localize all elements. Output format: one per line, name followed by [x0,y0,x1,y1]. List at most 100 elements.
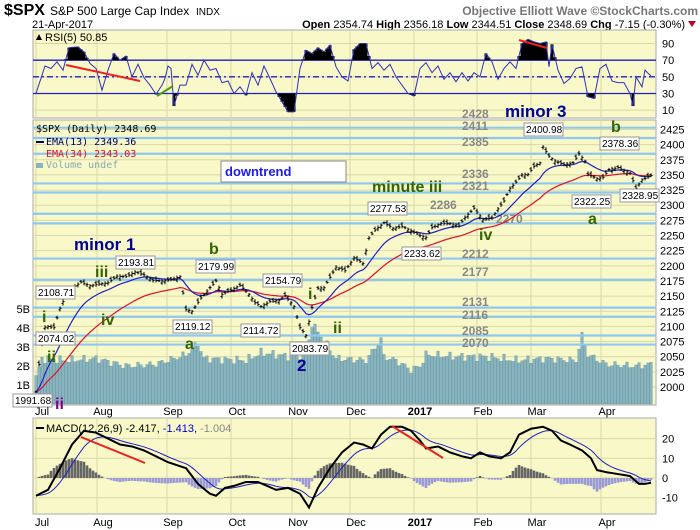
volume-bar [277,354,281,405]
volume-bar [421,362,425,405]
price-bar [172,276,176,281]
price-bar [478,213,482,220]
macd-histogram-bar [247,475,251,478]
volume-bar [523,359,527,405]
volume-tick-label: 5B [17,304,30,316]
price-bar [310,305,314,310]
high-value: 2356.18 [404,19,444,31]
fib-level-label: 2070 [462,336,489,350]
volume-bar [340,361,344,405]
fib-level-label: 2321 [462,179,489,193]
fib-level-label: 2116 [462,308,488,322]
macd-histogram-bar [379,469,383,478]
macd-histogram-bar [64,460,68,478]
price-label: 2114.72 [243,326,279,337]
volume-bar [532,358,536,405]
rsi-overbought-fill [76,46,80,61]
macd-histogram-bar [409,478,413,479]
macd-histogram-bar [142,478,146,482]
volume-bar [121,368,125,405]
macd-histogram-bar [490,478,494,480]
volume-bar [196,346,200,405]
macd-histogram-bar [532,470,536,478]
rsi-overbought-fill [535,42,539,61]
macd-signal-line [35,429,652,499]
price-bar [220,292,224,299]
x-tick-label: Sep [163,406,183,418]
rsi-overbought-fill [352,49,356,61]
volume-bar [505,360,509,405]
rsi-tick-label: 50 [662,72,674,84]
macd-histogram-bar [295,478,299,482]
volume-bar [259,347,263,405]
fib-level-label: 2411 [462,119,488,133]
macd-histogram-bar [145,478,149,482]
price-bar [340,266,344,272]
volume-bar [370,349,374,405]
trend-status: downtrend [225,164,291,179]
volume-bar [217,357,221,405]
macd-histogram-bar [574,478,578,484]
price-label-box [523,122,564,137]
macd-histogram-bar [445,478,449,483]
volume-bar [577,348,581,405]
macd-histogram-bar [529,469,533,478]
volume-bar [451,359,455,405]
price-tick-label: 2225 [660,246,684,258]
price-label-box [240,323,281,338]
price-bar [592,175,596,179]
volume-bar [202,357,206,405]
price-bar [451,222,455,229]
price-bar [184,305,188,312]
rsi-overbought-fill [544,41,548,61]
macd-histogram-bar [301,478,305,485]
volume-bar [115,361,119,405]
volume-bar [175,359,179,405]
price-bar [394,226,398,231]
macd-histogram-bar [616,478,620,483]
volume-bar [418,366,422,405]
price-bar [76,282,80,288]
price-label: 2277.53 [370,204,407,215]
wave-label-a: a [185,336,194,353]
ema13-swatch [36,141,44,143]
macd-histogram-bar [523,467,527,478]
volume-bar [253,356,257,405]
price-bar [346,264,350,269]
price-bar [178,275,182,280]
volume-bar [541,362,545,405]
macd-histogram-bar [520,466,524,478]
macd-histogram-bar [412,478,416,482]
price-bar [574,154,578,161]
price-bar [319,285,323,293]
price-bar [247,293,251,297]
price-bar [229,287,233,293]
macd-histogram-bar [148,478,152,483]
wave-label-i-2: i [308,286,312,303]
price-bar [97,279,101,287]
rsi-overbought-fill [532,41,536,61]
x-tick-label: Jul [35,406,49,418]
macd-histogram-bar [91,470,95,478]
price-bar [646,172,650,179]
price-bar [190,309,194,315]
price-bar [583,159,587,164]
volume-bar [397,365,401,405]
macd-histogram-bar [202,478,206,489]
volume-bar [61,360,65,405]
price-bar [412,229,416,235]
price-bar [487,213,491,221]
rsi-oversold-fill [286,93,290,112]
macd-histogram-bar [484,478,488,479]
symbol: $SPX [4,2,45,19]
wave-label-iii: iii [95,264,108,281]
macd-histogram-bar [577,478,581,484]
price-bar [463,215,467,221]
volume-bar [223,356,227,405]
macd-histogram-bar [238,475,242,478]
price-bar [127,271,131,278]
macd-histogram-bar [511,470,515,478]
price-bar [388,223,392,229]
price-bar [100,282,104,286]
volume-bar [178,357,182,405]
